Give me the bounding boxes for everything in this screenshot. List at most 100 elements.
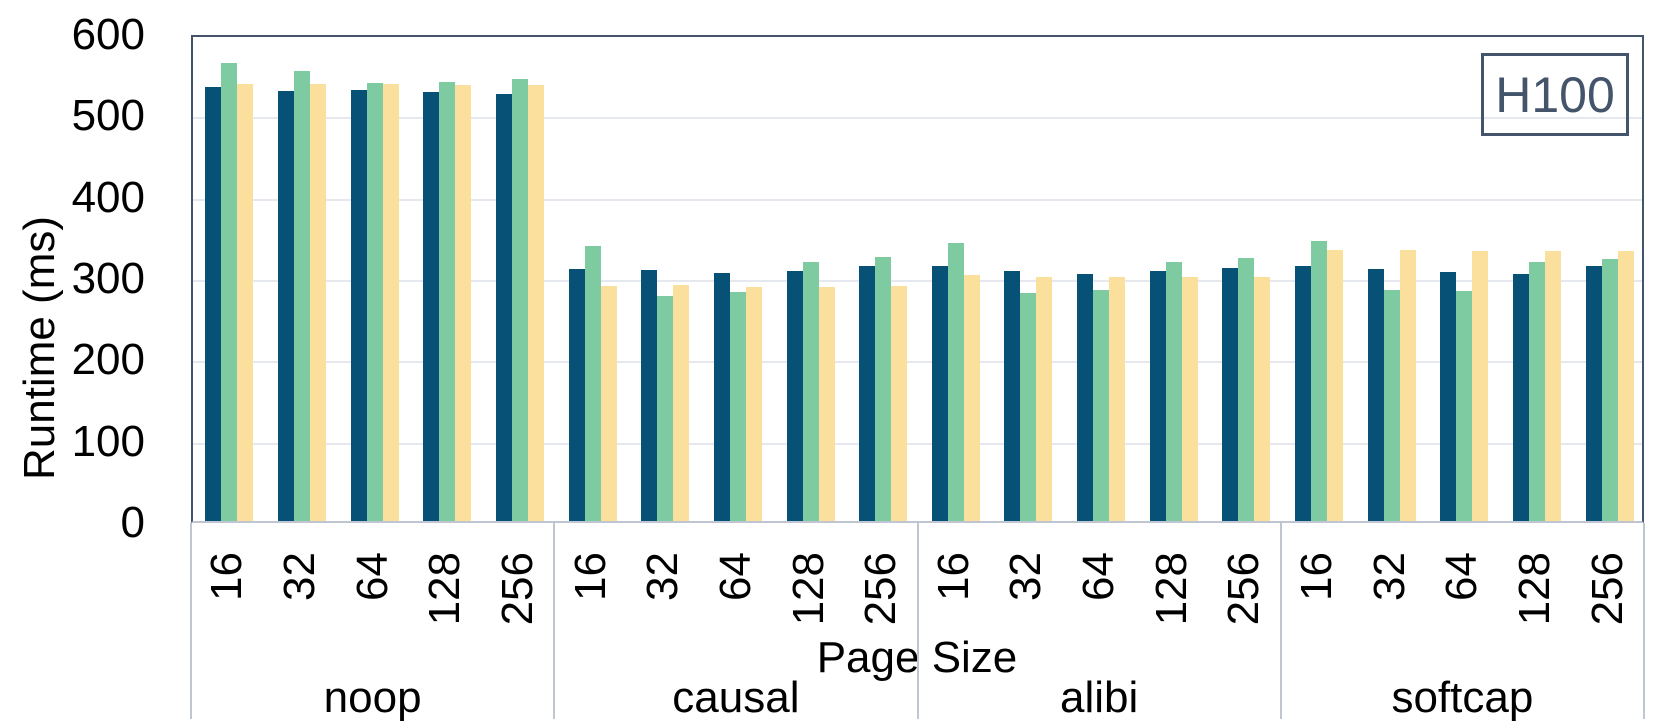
- bar-noop-128-series-green: [439, 81, 456, 521]
- bar-alibi-256-series-green: [1238, 258, 1255, 521]
- x-tick-label-softcap-64: 64: [1437, 552, 1487, 601]
- x-tick-label-causal-256: 256: [856, 552, 906, 626]
- y-tick-label-0: 0: [120, 498, 145, 547]
- x-tick-label-causal-32: 32: [638, 552, 688, 601]
- bar-alibi-64-series-dark-blue: [1077, 273, 1094, 521]
- bar-noop-128-series-yellow: [455, 85, 472, 521]
- y-tick-label-200: 200: [71, 335, 145, 385]
- group-divider-2: [916, 523, 919, 719]
- bar-causal-256-series-dark-blue: [859, 266, 876, 521]
- bar-causal-16-series-dark-blue: [568, 268, 585, 521]
- gridline-100: [193, 442, 1642, 445]
- bar-alibi-64-series-yellow: [1109, 277, 1126, 521]
- bar-causal-16-series-green: [584, 246, 601, 521]
- annotation-box: H100: [1481, 53, 1629, 136]
- bar-noop-64-series-green: [366, 82, 383, 521]
- y-tick-label-600: 600: [71, 10, 145, 59]
- bar-alibi-16-series-dark-blue: [931, 265, 948, 521]
- bar-causal-32-series-dark-blue: [641, 269, 658, 521]
- bar-causal-32-series-green: [657, 295, 674, 521]
- y-tick-label-400: 400: [71, 172, 145, 222]
- bar-alibi-32-series-yellow: [1036, 277, 1053, 521]
- bar-noop-64-series-dark-blue: [350, 89, 367, 521]
- bar-alibi-256-series-dark-blue: [1222, 268, 1239, 521]
- bar-softcap-64-series-yellow: [1472, 250, 1489, 521]
- bar-noop-16-series-green: [221, 63, 238, 521]
- x-tick-label-causal-128: 128: [783, 552, 833, 626]
- bar-causal-32-series-yellow: [673, 285, 690, 521]
- bar-noop-32-series-dark-blue: [277, 90, 294, 521]
- bar-softcap-32-series-yellow: [1399, 250, 1416, 521]
- bar-noop-16-series-yellow: [237, 84, 254, 521]
- group-divider-0: [190, 523, 192, 719]
- x-tick-label-noop-64: 64: [347, 552, 397, 601]
- x-tick-label-alibi-256: 256: [1219, 552, 1269, 626]
- gridline-400: [193, 198, 1642, 201]
- x-tick-label-causal-16: 16: [565, 552, 615, 601]
- gridline-200: [193, 361, 1642, 364]
- bar-causal-128-series-yellow: [818, 286, 835, 521]
- annotation-label: H100: [1495, 66, 1615, 123]
- plot-area: [191, 35, 1644, 523]
- group-divider-1: [553, 523, 556, 719]
- x-tick-label-noop-128: 128: [420, 552, 470, 626]
- bar-noop-256-series-dark-blue: [495, 94, 512, 521]
- bar-alibi-256-series-yellow: [1254, 277, 1271, 521]
- bar-softcap-32-series-dark-blue: [1367, 268, 1384, 521]
- bar-alibi-128-series-green: [1165, 261, 1182, 521]
- bar-alibi-32-series-green: [1020, 293, 1037, 521]
- group-label-softcap: softcap: [1391, 673, 1534, 722]
- bar-alibi-16-series-yellow: [963, 275, 980, 521]
- x-tick-label-alibi-128: 128: [1146, 552, 1196, 626]
- bar-softcap-256-series-green: [1601, 259, 1618, 521]
- group-divider-4: [1643, 523, 1645, 719]
- bar-noop-64-series-yellow: [382, 84, 399, 521]
- bar-alibi-64-series-green: [1093, 290, 1110, 521]
- x-tick-label-softcap-256: 256: [1582, 552, 1632, 626]
- bar-alibi-32-series-dark-blue: [1004, 270, 1021, 521]
- bar-softcap-64-series-dark-blue: [1440, 272, 1457, 521]
- y-tick-label-100: 100: [71, 416, 145, 466]
- gridline-300: [193, 280, 1642, 282]
- bar-causal-128-series-dark-blue: [786, 271, 803, 521]
- bar-causal-64-series-yellow: [745, 286, 762, 521]
- group-label-noop: noop: [323, 673, 422, 722]
- x-tick-label-noop-32: 32: [274, 552, 324, 601]
- bar-causal-256-series-green: [875, 257, 892, 521]
- bar-softcap-128-series-yellow: [1545, 250, 1562, 521]
- bar-causal-128-series-green: [802, 262, 819, 521]
- bar-noop-128-series-dark-blue: [423, 91, 440, 521]
- bar-causal-256-series-yellow: [891, 285, 908, 521]
- bar-softcap-16-series-green: [1311, 241, 1328, 521]
- x-tick-label-alibi-32: 32: [1001, 552, 1051, 601]
- bar-softcap-64-series-green: [1456, 290, 1473, 521]
- bar-alibi-128-series-yellow: [1181, 277, 1198, 521]
- x-tick-label-noop-16: 16: [202, 552, 252, 601]
- bar-softcap-16-series-dark-blue: [1295, 265, 1312, 521]
- bar-causal-64-series-green: [729, 292, 746, 521]
- bar-noop-256-series-yellow: [527, 85, 544, 521]
- bar-noop-16-series-dark-blue: [205, 86, 222, 521]
- y-tick-label-500: 500: [71, 91, 145, 141]
- bar-softcap-256-series-yellow: [1617, 250, 1634, 521]
- bar-noop-32-series-green: [293, 71, 310, 521]
- group-label-alibi: alibi: [1059, 673, 1139, 722]
- bar-softcap-128-series-green: [1529, 262, 1546, 521]
- bar-noop-256-series-green: [511, 79, 528, 521]
- bar-noop-32-series-yellow: [309, 84, 326, 521]
- group-divider-3: [1279, 523, 1282, 719]
- x-tick-label-softcap-32: 32: [1364, 552, 1414, 601]
- bar-softcap-128-series-dark-blue: [1513, 273, 1530, 521]
- x-tick-label-softcap-128: 128: [1510, 552, 1560, 626]
- y-tick-label-300: 300: [71, 254, 145, 303]
- group-label-causal: causal: [672, 673, 800, 722]
- bar-softcap-256-series-dark-blue: [1585, 266, 1602, 521]
- gridline-500: [193, 117, 1642, 120]
- x-tick-label-softcap-16: 16: [1292, 552, 1342, 601]
- bar-causal-64-series-dark-blue: [713, 272, 730, 521]
- x-tick-label-alibi-16: 16: [928, 552, 978, 601]
- bar-alibi-128-series-dark-blue: [1149, 270, 1166, 521]
- x-tick-label-noop-256: 256: [492, 552, 542, 626]
- x-tick-label-causal-64: 64: [710, 552, 760, 601]
